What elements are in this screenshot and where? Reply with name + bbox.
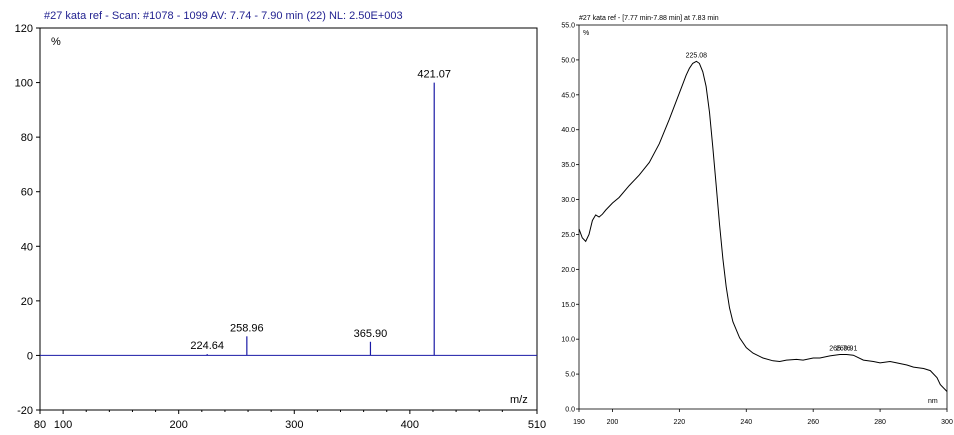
uv-y-tick-label: 50.0 xyxy=(561,57,575,64)
mass-spectrum-svg: #27 kata ref - Scan: #1078 - 1099 AV: 7.… xyxy=(15,10,547,431)
ms-x-tick-label: 100 xyxy=(54,419,72,431)
uv-y-tick-label: 45.0 xyxy=(561,92,575,99)
uv-y-tick-label: 0.0 xyxy=(565,407,575,414)
uv-peak-label: 269.91 xyxy=(836,346,858,353)
mass-spectrum-chart: #27 kata ref - Scan: #1078 - 1099 AV: 7.… xyxy=(15,10,547,431)
uv-x-tick-label: 220 xyxy=(674,419,686,426)
uv-y-tick-label: 25.0 xyxy=(561,232,575,239)
ms-chart-title: #27 kata ref - Scan: #1078 - 1099 AV: 7.… xyxy=(44,10,403,22)
ms-x-axis-label: m/z xyxy=(510,394,528,406)
uv-y-tick-label: 15.0 xyxy=(561,302,575,309)
uv-y-tick-label: 35.0 xyxy=(561,162,575,169)
uv-chart-title: #27 kata ref - [7.77 min-7.88 min] at 7.… xyxy=(579,15,719,22)
ms-y-tick-label: -20 xyxy=(17,405,33,417)
ms-y-tick-label: 100 xyxy=(15,78,33,90)
ms-y-unit-label: % xyxy=(51,36,61,48)
uv-x-tick-label: 300 xyxy=(941,419,953,426)
uv-y-tick-label: 55.0 xyxy=(561,23,575,30)
uv-spectrum-chart: #27 kata ref - [7.77 min-7.88 min] at 7.… xyxy=(560,0,954,435)
uv-x-tick-label: 280 xyxy=(874,419,886,426)
ms-peak-label: 421.07 xyxy=(417,69,451,81)
uv-y-tick-label: 30.0 xyxy=(561,197,575,204)
ms-plot-frame xyxy=(39,27,538,411)
uv-x-tick-label: 240 xyxy=(740,419,752,426)
uv-y-tick-label: 20.0 xyxy=(561,267,575,274)
uv-x-tick-label: 190 xyxy=(573,419,585,426)
ms-x-tick-label: 300 xyxy=(285,419,303,431)
uv-spectrum-line xyxy=(578,60,948,392)
uv-x-tick-label: 260 xyxy=(807,419,819,426)
uv-peak-label: 265.76 xyxy=(829,346,851,353)
ms-peak-label: 258.96 xyxy=(230,322,264,334)
uv-spectrum-svg: #27 kata ref - [7.77 min-7.88 min] at 7.… xyxy=(561,15,953,426)
ms-y-tick-label: 0 xyxy=(27,350,33,362)
uv-y-unit-label: % xyxy=(583,30,589,37)
ms-y-tick-label: 80 xyxy=(21,132,33,144)
uv-y-tick-label: 5.0 xyxy=(565,372,575,379)
ms-y-tick-label: 120 xyxy=(15,23,33,35)
uv-x-tick-label: 200 xyxy=(607,419,619,426)
ms-x-tick-label: 510 xyxy=(528,419,546,431)
uv-peak-label: 225.08 xyxy=(686,52,708,59)
ms-y-tick-label: 40 xyxy=(21,241,33,253)
ms-x-tick-label: 80 xyxy=(34,419,46,431)
uv-y-tick-label: 40.0 xyxy=(561,127,575,134)
uv-plot-frame xyxy=(578,24,948,410)
ms-y-tick-label: 60 xyxy=(21,187,33,199)
ms-y-tick-label: 20 xyxy=(21,296,33,308)
uv-x-axis-label: nm xyxy=(928,398,938,405)
uv-y-tick-label: 10.0 xyxy=(561,337,575,344)
ms-x-tick-label: 400 xyxy=(401,419,419,431)
ms-x-tick-label: 200 xyxy=(170,419,188,431)
ms-peak-label: 365.90 xyxy=(354,328,388,340)
ms-peak-label: 224.64 xyxy=(190,340,224,352)
